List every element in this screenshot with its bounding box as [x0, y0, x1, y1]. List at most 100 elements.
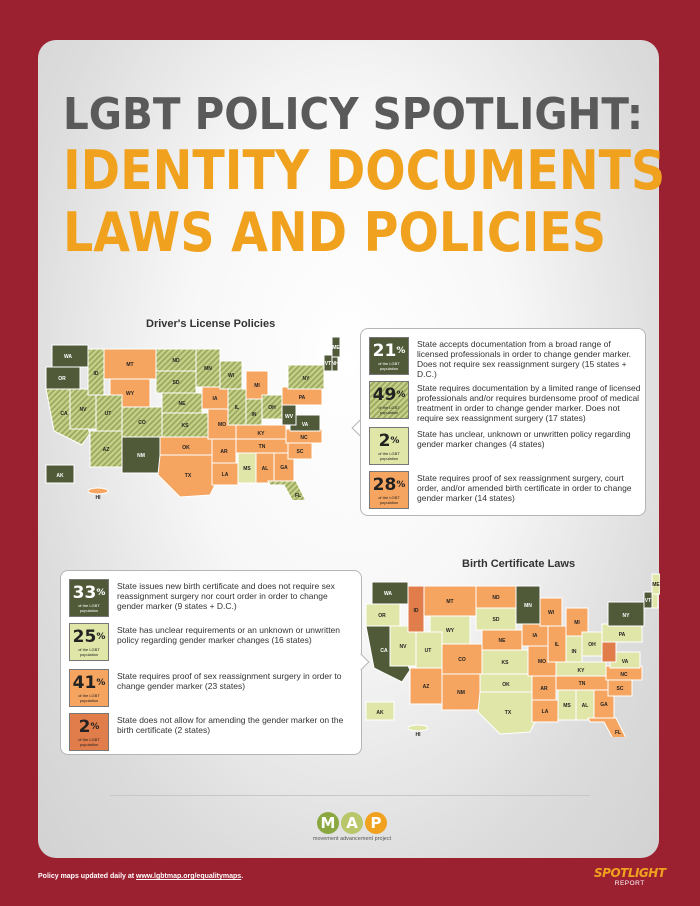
state-label: VT: [645, 598, 651, 604]
state-label: MT: [126, 362, 133, 368]
state-label: GA: [280, 465, 288, 471]
state-label: MT: [446, 599, 453, 605]
state-label: CA: [380, 648, 388, 654]
state-label: OH: [588, 642, 596, 648]
state-label: AK: [376, 710, 384, 716]
birth-certificate-map-title: Birth Certificate Laws: [462, 558, 576, 570]
state-label: MN: [524, 603, 532, 609]
state-label: CA: [60, 411, 68, 417]
percentage-badge: 21% of the LGBT population: [369, 337, 409, 375]
state-label: WA: [384, 591, 392, 597]
state-label: MI: [254, 383, 260, 389]
state-label: ID: [94, 371, 99, 377]
state-label: NY: [303, 376, 311, 382]
state-label: UT: [425, 648, 432, 654]
state-label: KY: [578, 668, 586, 674]
state-label: KY: [258, 431, 266, 437]
state-label: MI: [574, 620, 580, 626]
state-label: ME: [332, 345, 340, 351]
logo-letters: M A P: [310, 812, 394, 834]
state-label: IA: [213, 396, 218, 402]
state-label: AL: [582, 703, 589, 709]
drivers-license-legend: 21% of the LGBT population State accepts …: [360, 328, 646, 516]
state-label: NM: [457, 690, 465, 696]
report-label: REPORT: [614, 880, 645, 887]
divider: [110, 795, 590, 796]
logo-letter: P: [365, 812, 387, 834]
state-label: HI: [96, 495, 102, 500]
state-label: NC: [300, 435, 308, 441]
state-label: NM: [137, 453, 145, 459]
state-label: SD: [173, 380, 180, 386]
legend-text: State has unclear requirements or an unk…: [117, 625, 341, 645]
state-label: PA: [299, 395, 306, 401]
state-label: KS: [502, 660, 510, 666]
logo-letter: A: [341, 812, 363, 834]
state-label: VA: [622, 659, 629, 665]
state-label: LA: [222, 472, 229, 478]
state-label: NC: [620, 672, 628, 678]
footer-note-prefix: Policy maps updated daily at: [38, 873, 137, 880]
state-label: AR: [540, 686, 548, 692]
state-label: PA: [619, 632, 626, 638]
state-label: MS: [563, 703, 571, 709]
state-label: OK: [182, 445, 190, 451]
state-label: WI: [548, 610, 555, 616]
legend-text: State accepts documentation from a broad…: [417, 339, 632, 379]
spotlight-report-logo: SPOTLIGHT REPORT: [594, 866, 666, 887]
us-map-drivers-license: WA OR CA NV ID MT WY UT AZ CO NM ND SD N…: [45, 336, 340, 500]
state-label: VA: [302, 422, 309, 428]
state-label: ME: [652, 582, 660, 588]
state-label: NE: [179, 401, 187, 407]
state-label: WY: [446, 628, 455, 634]
state-label: AR: [220, 449, 228, 455]
state-label: AL: [262, 466, 269, 472]
state-label: IN: [572, 649, 577, 655]
percentage-badge: 25% of the LGBT population: [69, 623, 109, 661]
state-label: ID: [414, 608, 419, 614]
state-label: HI: [416, 732, 422, 737]
percentage-badge: 28% of the LGBT population: [369, 471, 409, 509]
logo-tagline: movement advancement project: [312, 836, 392, 842]
state-label: ND: [492, 595, 500, 601]
state-label: ND: [172, 358, 180, 364]
state-label: TX: [505, 710, 512, 716]
footer-note-suffix: .: [241, 873, 244, 880]
state-label: IL: [235, 405, 239, 411]
state-label: WA: [64, 354, 72, 360]
state-label: OR: [378, 613, 386, 619]
state-label: WY: [126, 391, 135, 397]
state-label: MO: [218, 422, 226, 428]
state-label: NH: [331, 361, 339, 367]
state-label: SD: [493, 617, 500, 623]
state-label: AZ: [103, 447, 110, 453]
state-label: NV: [80, 407, 88, 413]
state-label: CO: [458, 657, 466, 663]
state-label: GA: [600, 702, 608, 708]
state-label: MO: [538, 659, 546, 665]
equality-maps-link[interactable]: www.lgbtmap.org/equalitymaps: [136, 873, 242, 880]
state-label: NV: [400, 644, 408, 650]
birth-certificate-legend: 33% of the LGBT population State issues n…: [60, 570, 362, 755]
percentage-badge: 2% of the LGBT population: [369, 427, 409, 465]
percentage-badge: 33% of the LGBT population: [69, 579, 109, 617]
title-line-2: IDENTITY DOCUMENTS: [63, 139, 666, 202]
state-label: LA: [542, 709, 549, 715]
state-label: IL: [555, 642, 559, 648]
state-label: WV: [285, 414, 294, 420]
spotlight-label: SPOTLIGHT: [594, 866, 666, 880]
state-label: WI: [228, 373, 235, 379]
state-label: TN: [259, 444, 266, 450]
percentage-badge: 41% of the LGBT population: [69, 669, 109, 707]
legend-text: State requires proof of sex reassignment…: [117, 671, 342, 691]
title-line-3: LAWS AND POLICIES: [63, 201, 607, 264]
state-label: VT: [325, 361, 331, 367]
state-label: NY: [623, 613, 631, 619]
state-label: FL: [615, 730, 621, 736]
state-label: KS: [182, 423, 190, 429]
us-map-birth-certificate: WA OR CA NV ID MT WY UT AZ CO NM ND SD N…: [365, 573, 660, 737]
state-label: IN: [252, 412, 257, 418]
birth-certificate-map: WA OR CA NV ID MT WY UT AZ CO NM ND SD N…: [360, 572, 660, 737]
state-label: UT: [105, 411, 112, 417]
state-label: FL: [295, 493, 301, 499]
